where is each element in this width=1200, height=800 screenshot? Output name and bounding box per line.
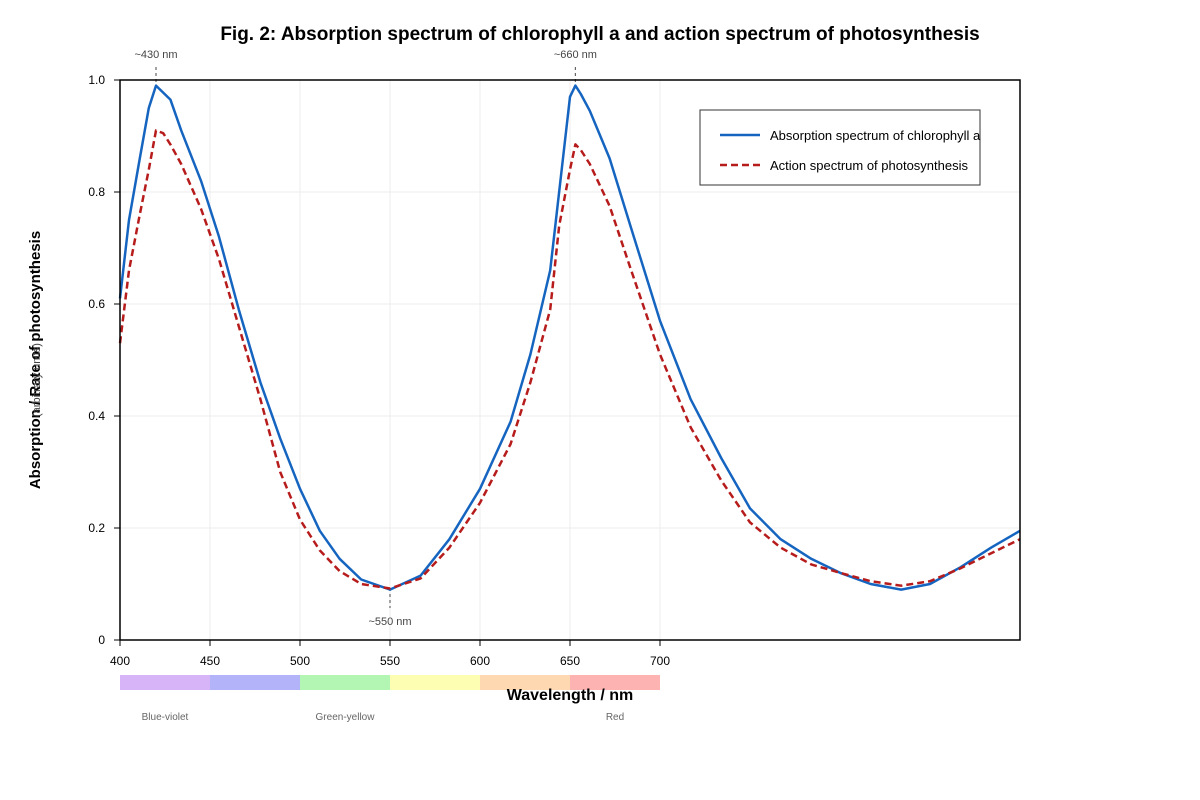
spectrum-band	[300, 675, 390, 690]
x-tick-label: 700	[650, 654, 670, 668]
y-tick-label: 0.4	[88, 409, 105, 423]
y-tick-label: 0.6	[88, 297, 105, 311]
spectrum-band	[210, 675, 300, 690]
spectrum-band	[120, 675, 210, 690]
x-tick-label: 550	[380, 654, 400, 668]
legend: Absorption spectrum of chlorophyll a Act…	[699, 109, 981, 186]
y-axis-units: (arbitrary units)	[31, 343, 43, 417]
spectrum-bands: Blue-violet Green-yellow Red	[120, 675, 660, 723]
x-axis-label: Wavelength / nm	[507, 687, 634, 704]
x-tick-label: 600	[470, 654, 490, 668]
annotations: ~430 nm ~660 nm ~550 nm	[134, 49, 597, 628]
legend-label-action: Action spectrum of photosynthesis	[770, 158, 968, 173]
series-line-1	[118, 129, 1021, 590]
x-axis: 400 450 500 550 600 650 700	[110, 640, 670, 668]
series-line-0	[118, 84, 1021, 591]
annotation-lines	[155, 67, 577, 608]
x-tick-label: 400	[110, 654, 130, 668]
band-label: Red	[606, 712, 624, 723]
x-tick-label: 500	[290, 654, 310, 668]
spectrum-band	[390, 675, 480, 690]
y-tick-label: 0.2	[88, 521, 105, 535]
annotation-label: ~550 nm	[368, 616, 411, 628]
spectrum-band	[570, 675, 660, 690]
y-tick-label: 0.8	[88, 185, 105, 199]
chart-title: Fig. 2: Absorption spectrum of chlorophy…	[220, 24, 979, 45]
y-axis: 0 0.2 0.4 0.6 0.8 1.0	[88, 73, 120, 647]
band-label: Blue-violet	[142, 712, 189, 723]
y-tick-label: 0	[98, 633, 105, 647]
x-tick-label: 450	[200, 654, 220, 668]
legend-label-absorption: Absorption spectrum of chlorophyll a	[770, 128, 981, 143]
annotation-label: ~660 nm	[554, 49, 597, 61]
annotation-label: ~430 nm	[134, 49, 177, 61]
y-tick-label: 1.0	[88, 73, 105, 87]
series-layer	[118, 84, 1021, 591]
spectrum-band	[480, 675, 570, 690]
x-tick-label: 650	[560, 654, 580, 668]
legend-box	[699, 109, 981, 186]
band-label: Green-yellow	[316, 712, 376, 723]
y-axis-label: Absorption / Rate of photosynthesis	[27, 231, 44, 489]
